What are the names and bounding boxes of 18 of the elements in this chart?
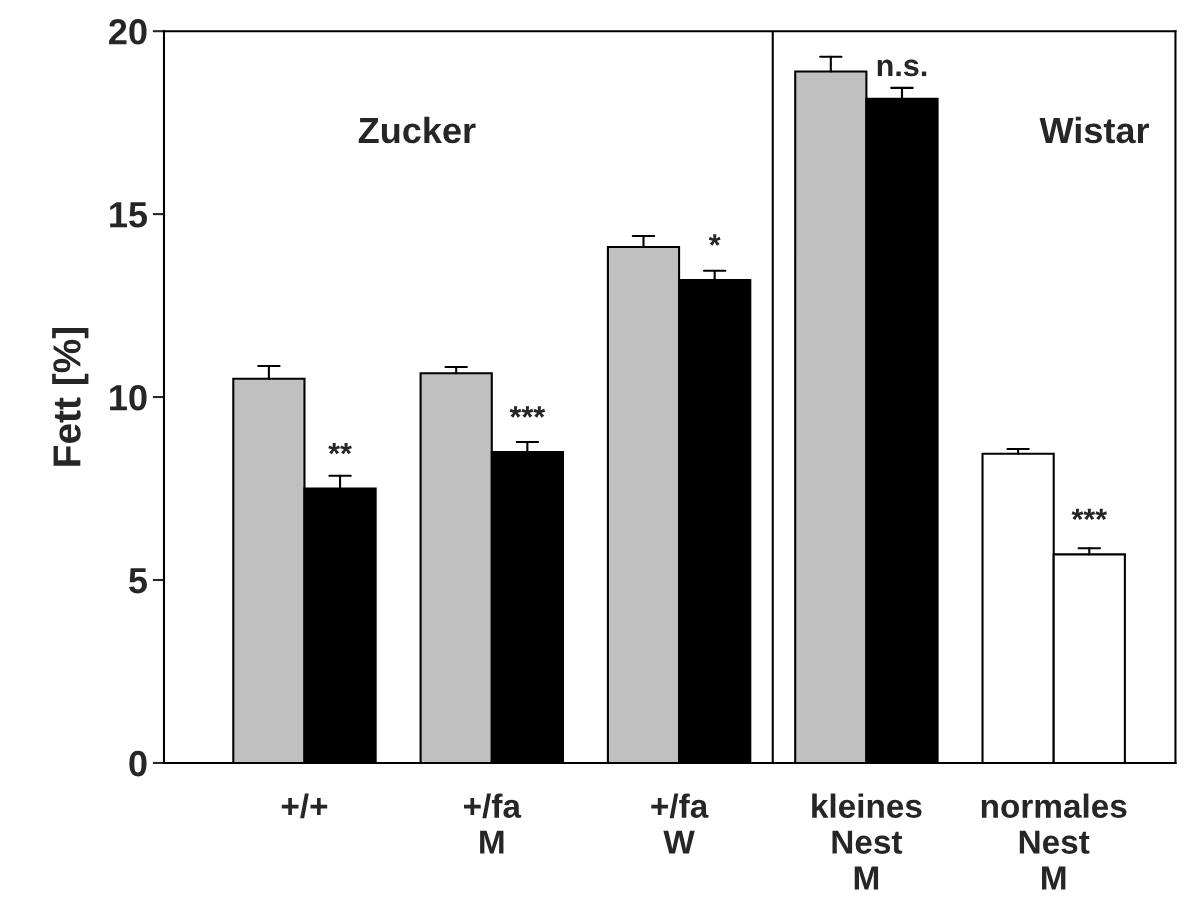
annotation: Zucker	[358, 116, 476, 144]
y-tick-label: 10	[110, 384, 147, 411]
y-axis-title: Fett [%]	[52, 327, 89, 466]
x-tick-label: normales Nest M	[981, 793, 1127, 890]
annotation: **	[328, 442, 352, 455]
y-tick-label: 5	[129, 568, 148, 594]
annotation: *	[708, 234, 721, 246]
y-tick-label: 20	[109, 19, 147, 45]
x-tick-label: +/+	[281, 793, 328, 819]
annotation: Wistar	[1039, 116, 1150, 144]
annotation: n.s.	[877, 59, 927, 77]
x-tick-label: kleines Nest M	[812, 793, 922, 890]
annotation: ***	[509, 406, 546, 418]
y-tick-label: 15	[110, 202, 148, 228]
x-tick-label: +/fa W	[651, 793, 709, 854]
y-tick-label: 0	[129, 750, 147, 777]
annotation: ***	[1071, 508, 1108, 521]
x-tick-label: +/fa M	[464, 793, 522, 854]
